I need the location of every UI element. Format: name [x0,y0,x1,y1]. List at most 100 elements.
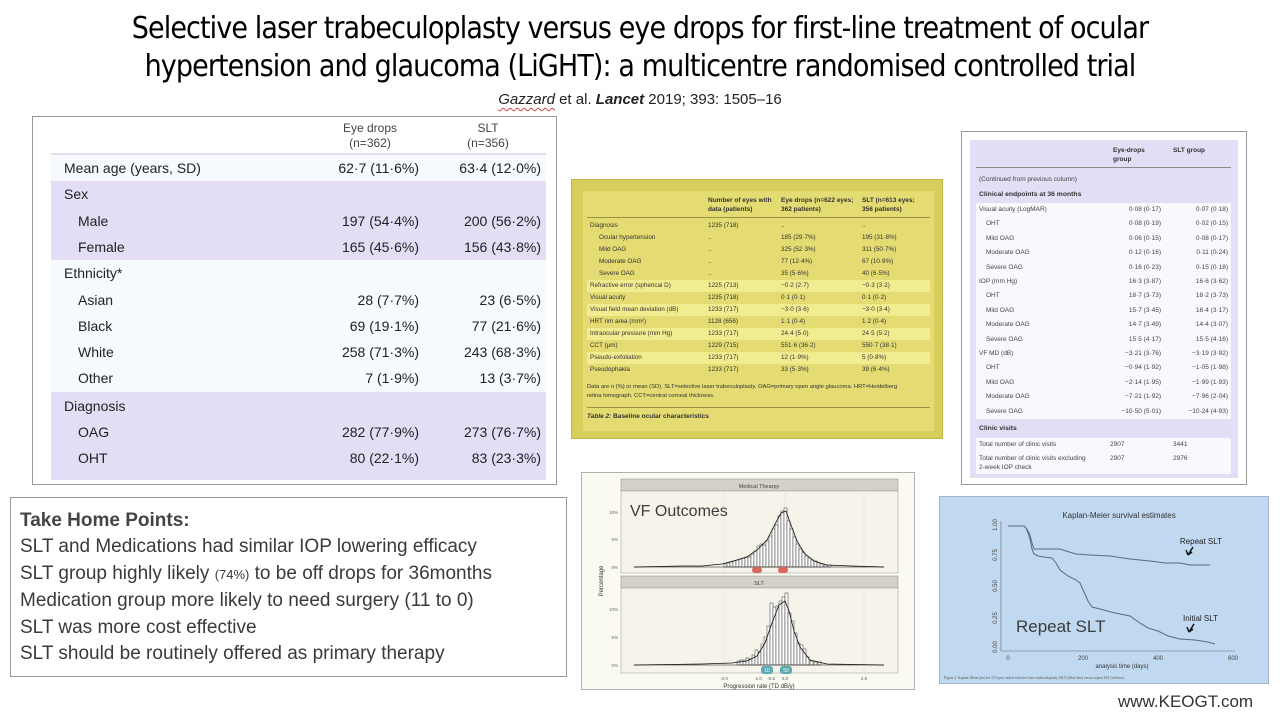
svg-text:2.0: 2.0 [861,676,868,681]
table-row: Sex [51,181,546,207]
cell-slt: 156 (43·8%) [463,239,541,255]
row-label: Diagnosis [64,398,126,414]
row-label: Asian [78,292,114,308]
svg-text:0.0: 0.0 [782,676,789,681]
col-header-eye-drops: Eye drops (n=362) [315,121,425,151]
cell-eye-drops: 80 (22·1%) [349,450,419,466]
svg-text:0%: 0% [611,565,618,570]
slide-title: Selective laser trabeculoplasty versus e… [0,10,1280,86]
svg-text:-2.0: -2.0 [720,676,728,681]
endpoints-block [976,203,1231,419]
baseline-demographics-table: Eye drops (n=362) SLT (n=356) Mean age (… [32,116,557,485]
svg-text:-0.5: -0.5 [767,676,775,681]
cell-slt: 13 (3·7%) [479,370,541,386]
row-label: Black [78,318,113,334]
slide-title-line1: Selective laser trabeculoplasty versus e… [131,11,1149,46]
footnote-line: retina tomograph. CCT=central corneal th… [587,393,715,399]
vf-histogram-svg: Medical Thearpy 10% 5% 0% SLT 10% [599,478,899,690]
svg-text:analysis time (days): analysis time (days) [1095,664,1148,670]
table-row: Visual field mean deviation (dB) 1233 (71… [587,304,930,316]
table-row: Mild OAG −2·14 (1·95) −1·99 (1·93) [986,378,1228,386]
citation: Gazzard et al. Lancet 2019; 393: 1505–16 [0,91,1280,108]
km-overlay-label: Repeat SLT [1016,617,1106,636]
visits-block [976,438,1231,474]
svg-text:Medical Thearpy: Medical Thearpy [739,484,780,490]
header-line: Number of eyes with [708,197,772,204]
slide-title-line2: hypertension and glaucoma (LiGHT): a mul… [144,49,1137,84]
table-row: White 258 (71·3%) 243 (68·3%) [51,339,546,365]
table-row: Moderate OAG −7·21 (1·92) −7·96 (2·04) [986,393,1228,401]
take-home-point: SLT and Medications had similar IOP lowe… [20,536,477,557]
table-row: VF MD (dB) −3·21 (3·76) −3·19 (3·92) [979,350,1228,357]
table-row: OAG 282 (77·9%) 273 (76·7%) [51,419,546,445]
col-header-n: (n=362) [349,136,391,150]
row-label: White [78,344,114,360]
table-caption: Table 2: Baseline ocular characteristics [587,413,709,420]
svg-text:0.25: 0.25 [993,612,999,624]
table-row: Asian 28 (7·7%) 23 (6·5%) [51,287,546,313]
svg-text:-1.0: -1.0 [754,676,762,681]
kaplan-meier-chart: Kaplan-Meier survival estimates 0.00 0.2… [939,496,1269,684]
svg-text:Figure 2. Kaplan–Meier plot fo: Figure 2. Kaplan–Meier plot for 115 eyes… [944,676,1125,680]
citation-journal: Lancet [595,91,645,108]
cell-eye-drops: 62·7 (11·6%) [338,160,419,176]
table-row: Ocular hypertension.. 185 (29·7%) 195 (31·… [599,234,897,241]
section-clinical-endpoints: Clinical endpoints at 36 months [979,191,1082,198]
point-text: to be off drops for 36months [249,562,492,584]
col-header-label: SLT [477,121,499,135]
table-row: Mild OAG 0·06 (0·15) 0·08 (0·17) [986,234,1228,242]
header-line: Eye-drops [1113,147,1145,154]
svg-text:0: 0 [1006,656,1010,662]
table-row: OHT −0·94 (1·92) −1·05 (1·98) [986,364,1228,372]
table-row: Ethnicity* [51,260,546,286]
take-home-points: Take Home Points: SLT and Medications ha… [10,497,567,677]
table-row: HRT rim area (mm²) 1128 (656) 1·1 (0·4) 1·2… [590,318,887,325]
header-line: data (patients) [708,206,753,213]
svg-text:Progression rate (TD dB/y): Progression rate (TD dB/y) [723,684,794,690]
table-row: Moderate OAG 14·7 (3·49) 14·4 (3·07) [986,321,1228,329]
citation-ref: 2019; 393: 1505–16 [644,91,782,108]
cell-eye-drops: 258 (71·3%) [341,344,419,360]
svg-text:1.00: 1.00 [993,519,999,531]
table-row: Severe OAG 15·5 (4·17) 15·5 (4·16) [986,335,1228,343]
table-row: Male 197 (54·4%) 200 (56·2%) [51,208,546,234]
row-label: Male [78,213,109,229]
table-row: Severe OAG.. 35 (5·6%) 40 (6·5%) [599,270,890,277]
svg-text:600: 600 [1228,656,1239,662]
svg-text:5%: 5% [611,537,618,542]
cell-slt: 77 (21·6%) [471,318,541,334]
footnote-line: Data are n (%) or mean (SD). SLT=selecti… [587,384,898,390]
take-home-point: SLT was more cost effective [20,616,257,638]
cell-eye-drops: 282 (77·9%) [341,424,419,440]
col-header-label: Eye drops [342,121,398,135]
take-home-point: SLT should be routinely offered as prima… [20,643,445,664]
col-header-eye-drops: Eye drops (n=622 eyes; 362 patients) [781,196,853,214]
svg-text:Initial SLT: Initial SLT [1183,614,1218,623]
table-row: Refractive error (spherical D) 1225 (713)… [587,280,930,292]
km-plot-svg: Kaplan-Meier survival estimates 0.00 0.2… [944,511,1239,680]
header-line: SLT (n=613 eyes; [862,197,915,204]
cell-eye-drops: 165 (45·6%) [341,239,419,255]
baseline-ocular-table: Number of eyes with data (patients) Eye d… [571,179,943,439]
col-header-n-eyes: Number of eyes with data (patients) [708,196,772,214]
svg-text:0.75: 0.75 [993,549,999,561]
cell-slt: 23 (6·5%) [479,292,541,308]
vf-outcomes-label: VF Outcomes [630,503,728,520]
cell-slt: 273 (76·7%) [463,424,541,440]
row-label: Ethnicity* [64,265,123,281]
header-line: 362 patients) [781,206,821,213]
cell-eye-drops: 197 (54·4%) [341,213,419,229]
col-header-slt: SLT (n=613 eyes; 356 patients) [862,196,915,214]
table-row: Diagnosis 1235 (718).... [590,222,866,229]
svg-text:Percentage: Percentage [599,565,605,596]
svg-text:10: 10 [764,668,770,674]
header-line: Eye drops (n=622 eyes; [781,197,854,204]
table-row: Mild OAG 15·7 (3·45) 16·4 (3·17) [986,306,1228,314]
citation-author: Gazzard [498,91,555,108]
row-label: Sex [64,186,89,202]
svg-text:Repeat SLT: Repeat SLT [1180,537,1222,546]
row-label: Female [78,239,125,255]
table-footnote: Data are n (%) or mean (SD). SLT=selecti… [587,383,930,401]
point-percent: (74%) [214,566,250,582]
svg-text:0%: 0% [611,663,618,668]
